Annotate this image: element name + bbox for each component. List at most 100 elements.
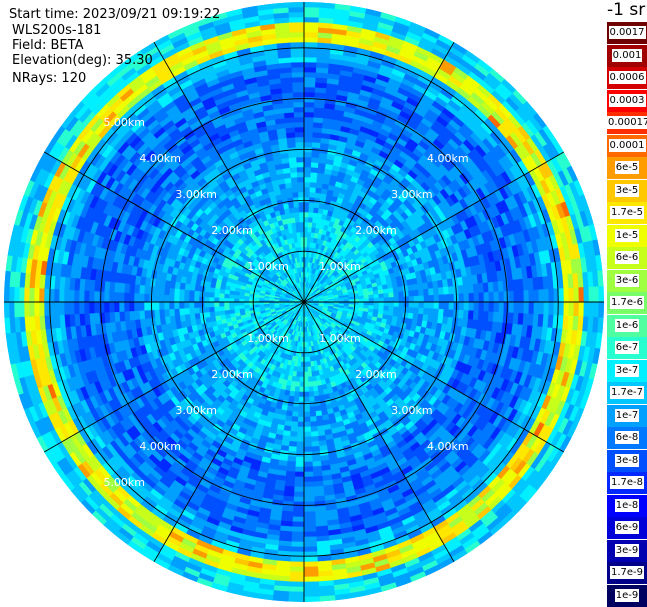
range-gate-bin [488,291,495,303]
range-gate-bin [423,295,430,303]
range-gate-bin [291,411,299,418]
range-gate-bin [253,304,260,308]
range-gate-bin [303,416,311,423]
range-gate-bin [289,436,298,443]
range-gate-bin [283,112,295,119]
range-gate-bin [292,227,297,234]
range-gate-bin [483,301,490,312]
range-gate-bin [383,292,390,299]
range-gate-bin [309,416,317,423]
range-gate-bin [468,292,475,303]
range-gate-bin [383,297,390,303]
range-gate-bin [307,216,314,223]
range-gate-bin [158,286,165,295]
range-gate-bin [292,506,305,513]
range-gate-bin [423,288,430,296]
range-gate-bin [433,294,440,303]
range-gate-bin [288,207,295,214]
range-gate-bin [303,391,310,398]
range-gate-bin [307,366,312,373]
range-gate-bin [238,301,245,306]
range-gate-bin [307,221,313,228]
range-gate-bin [228,301,235,307]
range-gate-bin [128,301,135,312]
range-gate-bin [193,307,200,314]
range-gate-bin [295,151,305,158]
range-gate-bin [306,346,310,353]
range-gate-bin [198,301,205,308]
range-gate-bin [124,310,131,322]
range-gate-bin [348,296,355,300]
range-gate-bin [286,137,296,144]
range-gate-bin [488,301,495,313]
range-gate-bin [298,406,305,413]
range-gate-bin [208,296,215,303]
range-gate-bin [373,297,380,303]
range-gate-bin [311,441,320,448]
range-gate-bin [398,301,405,308]
range-gate-bin [487,311,494,323]
range-gate-bin [402,285,409,292]
range-gate-bin [447,309,455,318]
range-gate-bin [300,356,305,363]
range-gate-bin [313,480,324,487]
range-gate-bin [303,211,309,218]
range-gate-bin [299,386,305,393]
range-gate-bin [300,236,305,243]
range-gate-bin [163,294,170,303]
range-gate-bin [443,294,450,303]
range-gate-bin [223,305,230,311]
range-gate-bin [218,297,225,303]
range-gate-bin [473,301,480,312]
range-gate-bin [299,226,305,233]
range-gate-bin [418,289,425,297]
range-gate-bin [303,226,309,233]
range-gate-bin [294,131,305,138]
range-gate-bin [188,307,195,315]
range-gate-bin [297,241,302,248]
range-gate-bin [297,186,305,193]
range-gate-bin [493,291,500,303]
range-gate-bin [368,301,375,306]
range-gate-bin [303,356,308,363]
range-gate-bin [308,386,314,393]
range-gate-bin [284,122,296,129]
range-gate-bin [310,421,318,428]
range-gate-bin [303,366,308,373]
range-gate-bin [467,310,474,320]
range-gate-bin [303,406,310,413]
range-gate-bin [289,212,296,219]
range-gate-bin [363,294,370,300]
range-gate-bin [294,121,305,128]
range-gate-bin [303,471,314,478]
range-gate-bin [297,421,305,428]
range-gate-bin [413,295,420,303]
range-gate-bin [303,506,316,513]
radar-bins [4,2,604,602]
range-gate-bin [286,460,296,467]
range-gate-bin [378,293,385,299]
range-gate-bin [284,480,295,487]
range-gate-bin [428,294,435,303]
range-gate-bin [238,304,245,310]
range-gate-bin [358,298,365,303]
range-gate-bin [407,312,414,320]
range-gate-bin [503,301,510,313]
range-gate-bin [303,96,315,103]
range-gate-bin [295,141,305,148]
range-gate-bin [310,161,319,168]
range-gate-bin [303,106,315,113]
range-gate-bin [213,292,220,298]
range-gate-bin [153,301,160,311]
range-gate-bin [295,226,301,233]
range-gate-bin [303,401,310,408]
range-gate-bin [443,286,450,295]
range-gate-bin [303,111,315,118]
range-gate-bin [303,481,314,488]
range-gate-bin [286,405,294,412]
range-gate-bin [173,301,180,310]
range-gate-bin [311,455,321,462]
range-gate-bin [363,301,370,306]
range-gate-bin [303,381,309,388]
range-gate-bin [158,294,165,303]
